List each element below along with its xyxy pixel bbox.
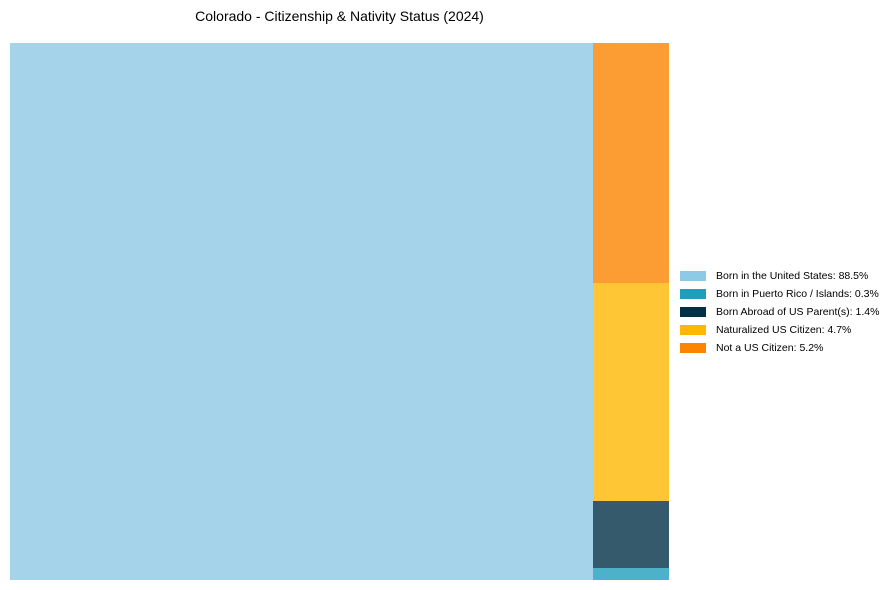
tile-born-puerto-rico (593, 568, 669, 580)
legend-label: Naturalized US Citizen: 4.7% (716, 324, 852, 336)
legend-swatch (680, 289, 706, 299)
tile-naturalized-citizen (593, 283, 669, 501)
legend-item-not-citizen: Not a US Citizen: 5.2% (680, 339, 879, 357)
legend-item-born-puerto-rico: Born in Puerto Rico / Islands: 0.3% (680, 285, 879, 303)
chart-title: Colorado - Citizenship & Nativity Status… (195, 8, 484, 24)
legend-label: Not a US Citizen: 5.2% (716, 342, 824, 354)
legend: Born in the United States: 88.5% Born in… (680, 267, 879, 357)
legend-swatch (680, 271, 706, 281)
legend-item-born-abroad: Born Abroad of US Parent(s): 1.4% (680, 303, 879, 321)
tile-born-in-us (10, 43, 593, 580)
legend-label: Born in the United States: 88.5% (716, 270, 869, 282)
legend-item-naturalized: Naturalized US Citizen: 4.7% (680, 321, 879, 339)
legend-swatch (680, 343, 706, 353)
legend-item-born-in-us: Born in the United States: 88.5% (680, 267, 879, 285)
tile-not-us-citizen (593, 43, 669, 283)
legend-label: Born Abroad of US Parent(s): 1.4% (716, 306, 880, 318)
legend-swatch (680, 325, 706, 335)
legend-label: Born in Puerto Rico / Islands: 0.3% (716, 288, 879, 300)
legend-swatch (680, 307, 706, 317)
tile-born-abroad-us-parents (593, 501, 669, 568)
